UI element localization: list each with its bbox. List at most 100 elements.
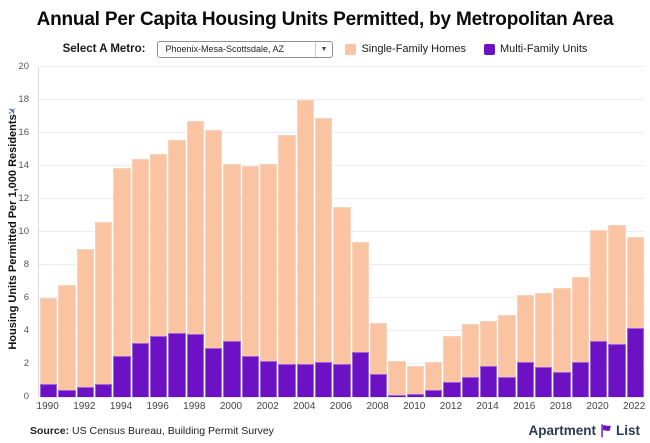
multi-family-segment[interactable]: [571, 362, 589, 397]
bar-2003[interactable]: [278, 134, 296, 397]
bar-1992[interactable]: [76, 248, 94, 397]
single-family-segment[interactable]: [479, 321, 498, 366]
multi-family-segment[interactable]: [369, 373, 388, 397]
single-family-segment[interactable]: [351, 241, 369, 353]
single-family-segment[interactable]: [424, 362, 443, 391]
bar-1999[interactable]: [204, 129, 223, 397]
bar-1994[interactable]: [113, 167, 131, 397]
bar-2010[interactable]: [406, 365, 424, 397]
bar-2013[interactable]: [461, 324, 479, 397]
bar-1995[interactable]: [131, 159, 149, 397]
multi-family-segment[interactable]: [278, 364, 296, 397]
bar-1990[interactable]: [40, 298, 58, 397]
multi-family-segment[interactable]: [443, 382, 461, 397]
single-family-segment[interactable]: [498, 314, 516, 378]
bar-2000[interactable]: [223, 164, 241, 397]
multi-family-segment[interactable]: [461, 377, 479, 397]
single-family-segment[interactable]: [516, 294, 534, 363]
multi-family-segment[interactable]: [553, 372, 571, 397]
multi-family-segment[interactable]: [351, 352, 369, 397]
multi-family-segment[interactable]: [168, 332, 186, 397]
single-family-segment[interactable]: [406, 365, 424, 394]
bar-1991[interactable]: [58, 284, 76, 397]
single-family-segment[interactable]: [241, 166, 259, 356]
multi-family-segment[interactable]: [58, 390, 76, 397]
legend-item-multi-family[interactable]: Multi-Family Units: [483, 43, 587, 55]
single-family-segment[interactable]: [333, 207, 351, 364]
single-family-segment[interactable]: [369, 322, 388, 374]
multi-family-segment[interactable]: [40, 383, 58, 397]
multi-family-segment[interactable]: [424, 390, 443, 397]
multi-family-segment[interactable]: [608, 344, 626, 397]
multi-family-segment[interactable]: [479, 365, 498, 397]
multi-family-segment[interactable]: [259, 360, 278, 397]
bar-2018[interactable]: [553, 288, 571, 397]
multi-family-segment[interactable]: [241, 355, 259, 397]
single-family-segment[interactable]: [314, 118, 333, 363]
single-family-segment[interactable]: [40, 298, 58, 384]
legend-item-single-family[interactable]: Single-Family Homes: [345, 43, 466, 55]
single-family-segment[interactable]: [443, 335, 461, 383]
bar-2017[interactable]: [534, 293, 553, 397]
multi-family-segment[interactable]: [94, 383, 113, 397]
multi-family-segment[interactable]: [516, 362, 534, 397]
multi-family-segment[interactable]: [204, 347, 223, 397]
bar-2012[interactable]: [443, 335, 461, 397]
bar-2014[interactable]: [479, 321, 498, 397]
single-family-segment[interactable]: [278, 134, 296, 364]
multi-family-segment[interactable]: [388, 395, 406, 397]
bar-2019[interactable]: [571, 276, 589, 397]
multi-family-segment[interactable]: [333, 364, 351, 397]
single-family-segment[interactable]: [259, 164, 278, 361]
single-family-segment[interactable]: [58, 284, 76, 391]
multi-family-segment[interactable]: [314, 362, 333, 397]
single-family-segment[interactable]: [113, 167, 131, 356]
multi-family-segment[interactable]: [498, 377, 516, 397]
multi-family-segment[interactable]: [406, 393, 424, 397]
single-family-segment[interactable]: [608, 225, 626, 345]
single-family-segment[interactable]: [131, 159, 149, 343]
apartment-list-logo[interactable]: Apartment List: [528, 423, 640, 438]
bar-2009[interactable]: [388, 360, 406, 397]
single-family-segment[interactable]: [553, 288, 571, 373]
multi-family-segment[interactable]: [589, 340, 608, 397]
single-family-segment[interactable]: [76, 248, 94, 388]
bar-2020[interactable]: [589, 230, 608, 397]
bar-2015[interactable]: [498, 314, 516, 397]
bar-2001[interactable]: [241, 166, 259, 397]
multi-family-segment[interactable]: [76, 387, 94, 397]
single-family-segment[interactable]: [461, 324, 479, 378]
multi-family-segment[interactable]: [296, 364, 314, 397]
single-family-segment[interactable]: [204, 129, 223, 348]
single-family-segment[interactable]: [94, 222, 113, 384]
bar-2011[interactable]: [424, 362, 443, 397]
single-family-segment[interactable]: [296, 100, 314, 364]
bar-1993[interactable]: [94, 222, 113, 397]
multi-family-segment[interactable]: [534, 367, 553, 397]
single-family-segment[interactable]: [626, 236, 644, 328]
bar-2021[interactable]: [608, 225, 626, 397]
bar-2006[interactable]: [333, 207, 351, 397]
bar-2002[interactable]: [259, 164, 278, 397]
single-family-segment[interactable]: [534, 293, 553, 368]
bar-2007[interactable]: [351, 241, 369, 397]
bar-2008[interactable]: [369, 322, 388, 397]
single-family-segment[interactable]: [168, 139, 186, 333]
single-family-segment[interactable]: [223, 164, 241, 341]
chevron-down-icon[interactable]: ▼: [314, 41, 327, 57]
bar-1998[interactable]: [186, 121, 204, 397]
bar-1997[interactable]: [168, 139, 186, 397]
multi-family-segment[interactable]: [626, 327, 644, 397]
single-family-segment[interactable]: [589, 230, 608, 341]
bar-2022[interactable]: [626, 236, 644, 397]
metro-select-dropdown[interactable]: Phoenix-Mesa-Scottsdale, AZ ▼: [157, 40, 334, 58]
multi-family-segment[interactable]: [223, 340, 241, 397]
single-family-segment[interactable]: [149, 154, 168, 336]
multi-family-segment[interactable]: [186, 334, 204, 397]
single-family-segment[interactable]: [186, 121, 204, 335]
bar-2004[interactable]: [296, 100, 314, 397]
multi-family-segment[interactable]: [113, 355, 131, 397]
multi-family-segment[interactable]: [149, 335, 168, 397]
bar-2005[interactable]: [314, 118, 333, 397]
single-family-segment[interactable]: [388, 360, 406, 396]
